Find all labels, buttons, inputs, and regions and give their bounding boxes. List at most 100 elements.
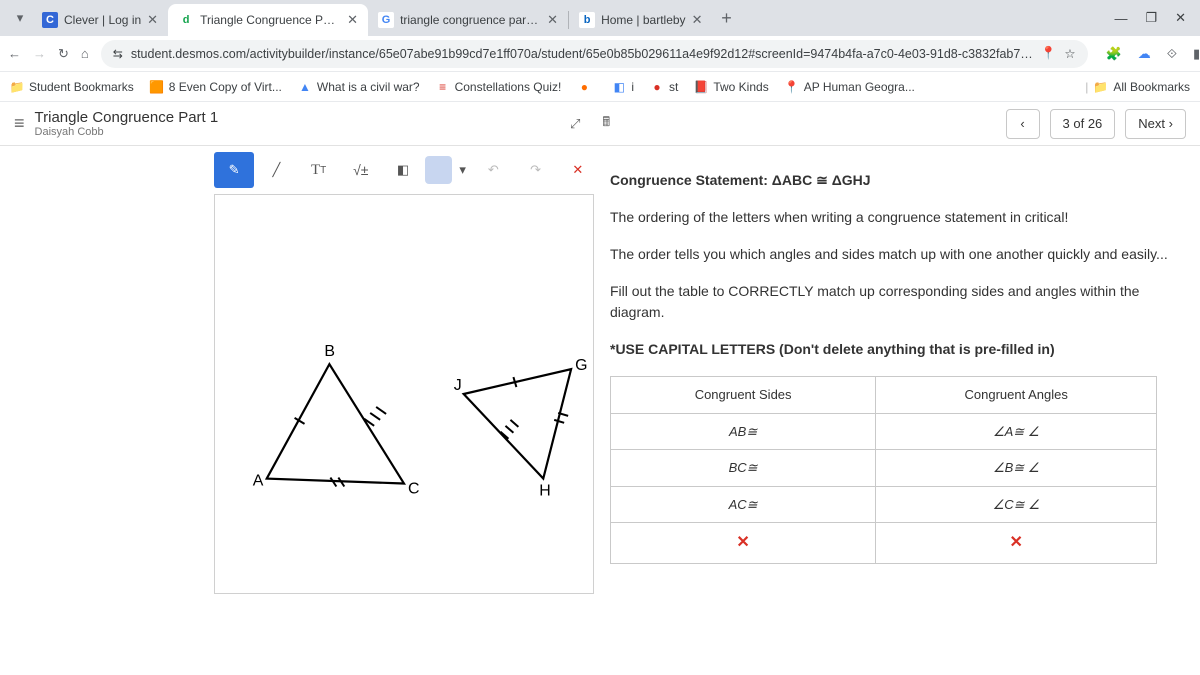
favicon: C — [42, 12, 58, 28]
color-dropdown[interactable]: ▾ — [454, 152, 471, 188]
all-bookmarks[interactable]: | 📁 All Bookmarks — [1085, 80, 1190, 94]
side-panel-icon[interactable]: ▮ — [1193, 46, 1200, 62]
vertex-label-j: J — [454, 377, 462, 394]
close-tab-icon[interactable]: ✕ — [347, 12, 358, 28]
window-controls: — ❐ ✕ — [1100, 0, 1200, 36]
vertex-label-g: G — [575, 357, 587, 374]
congruence-table: Congruent Sides Congruent Angles AB≅∠A≅ … — [610, 376, 1157, 564]
table-cell[interactable]: ∠A≅ ∠ — [876, 413, 1157, 450]
browser-tab[interactable]: Gtriangle congruence part 1 ans✕ — [368, 4, 568, 36]
tab-list-caret[interactable]: ▾ — [8, 0, 32, 36]
vertex-label-b: B — [324, 343, 335, 360]
url-input[interactable]: ⇆ student.desmos.com/activitybuilder/ins… — [101, 40, 1088, 68]
bookmark-icon: ◧ — [612, 80, 626, 94]
bookmarks-bar: 📁 Student Bookmarks 🟧8 Even Copy of Virt… — [0, 72, 1200, 102]
bookmark-icon: ● — [577, 80, 591, 94]
prev-button[interactable]: ‹ — [1006, 109, 1040, 139]
instruction-text: The ordering of the letters when writing… — [610, 207, 1180, 228]
menu-icon[interactable]: ≡ — [14, 113, 25, 134]
bookmark-icon: ≡ — [436, 80, 450, 94]
forward-icon[interactable]: → — [33, 46, 46, 61]
browser-tab[interactable]: bHome | bartleby✕ — [569, 4, 712, 36]
location-icon[interactable]: 📍 — [1041, 46, 1057, 61]
vertex-label-a: A — [253, 473, 264, 490]
site-settings-icon[interactable]: ⇆ — [113, 47, 123, 61]
table-cell[interactable]: AC≅ — [611, 486, 876, 523]
bookmark-item[interactable]: 📕Two Kinds — [694, 80, 768, 94]
math-tool[interactable]: √± — [341, 152, 381, 188]
back-icon[interactable]: ← — [8, 46, 21, 61]
instruction-text: Fill out the table to CORRECTLY match up… — [610, 281, 1180, 323]
instructions-panel: Congruence Statement: ΔABC ≅ ΔGHJ The or… — [600, 146, 1200, 675]
bookmark-item[interactable]: 📍AP Human Geogra... — [785, 80, 915, 94]
x-icon: ✕ — [1010, 534, 1023, 551]
table-header: Congruent Sides — [611, 377, 876, 414]
bookmark-icon: 📍 — [785, 80, 799, 94]
bookmark-item[interactable]: ≡Constellations Quiz! — [436, 80, 562, 94]
bookmark-icon: ● — [650, 80, 664, 94]
bookmark-icon: 📕 — [694, 80, 708, 94]
x-icon: ✕ — [736, 534, 749, 551]
close-tab-icon[interactable]: ✕ — [147, 12, 158, 28]
vertex-label-h: H — [539, 482, 551, 499]
url-text: student.desmos.com/activitybuilder/insta… — [131, 47, 1033, 61]
next-button[interactable]: Next › — [1125, 109, 1186, 139]
bookmark-icon: ▲ — [298, 80, 312, 94]
extension-icon[interactable]: 🧩 — [1106, 46, 1122, 62]
line-tool[interactable]: ╱ — [256, 152, 296, 188]
address-bar: ← → ↻ ⌂ ⇆ student.desmos.com/activitybui… — [0, 36, 1200, 72]
extension-icon-2[interactable]: ☁ — [1138, 46, 1151, 62]
calculator-icon[interactable]: 🖩 — [602, 113, 610, 135]
extensions-menu-icon[interactable]: ⟐ — [1167, 46, 1177, 62]
table-cell[interactable]: ∠B≅ ∠ — [876, 450, 1157, 487]
close-tab-icon[interactable]: ✕ — [692, 12, 703, 28]
table-header: Congruent Angles — [876, 377, 1157, 414]
bookmark-item[interactable]: ▲What is a civil war? — [298, 80, 420, 94]
table-cell[interactable]: BC≅ — [611, 450, 876, 487]
table-status-cell: ✕ — [876, 523, 1157, 564]
bookmark-item[interactable]: 🟧8 Even Copy of Virt... — [150, 80, 282, 94]
new-tab-button[interactable]: + — [712, 4, 740, 32]
activity-title: Triangle Congruence Part 1 — [35, 109, 219, 126]
minimize-icon[interactable]: — — [1114, 11, 1127, 26]
close-tab-icon[interactable]: ✕ — [547, 12, 558, 28]
vertex-label-c: C — [408, 480, 420, 497]
home-icon[interactable]: ⌂ — [81, 46, 89, 61]
tab-title: Clever | Log in — [64, 13, 141, 27]
bookmark-item[interactable]: ● — [577, 80, 596, 94]
tab-title: Triangle Congruence Part 1 — [200, 13, 341, 27]
restore-icon[interactable]: ❐ — [1145, 10, 1157, 26]
clear-tool[interactable]: ✕ — [558, 152, 598, 188]
text-tool[interactable]: TT — [298, 152, 338, 188]
close-window-icon[interactable]: ✕ — [1175, 10, 1186, 26]
bookmark-icon: 🟧 — [150, 80, 164, 94]
table-cell[interactable]: AB≅ — [611, 413, 876, 450]
eraser-tool[interactable]: ◧ — [383, 152, 423, 188]
table-status-cell: ✕ — [611, 523, 876, 564]
color-tool[interactable] — [425, 156, 452, 184]
browser-tab[interactable]: C Clever | Log in ✕ — [32, 4, 168, 36]
pen-tool[interactable]: ✎ — [214, 152, 254, 188]
instruction-text: The order tells you which angles and sid… — [610, 244, 1180, 265]
activity-content: ✎ ╱ TT √± ◧ ▾ ↶ ↷ ✕ — [0, 146, 1200, 675]
redo-tool[interactable]: ↷ — [515, 152, 555, 188]
undo-tool[interactable]: ↶ — [473, 152, 513, 188]
sketch-canvas[interactable]: A B C J G H — [214, 194, 594, 594]
bookmark-item[interactable]: ◧i — [612, 80, 634, 94]
browser-tab[interactable]: d Triangle Congruence Part 1 ✕ — [168, 4, 368, 36]
favicon: d — [178, 12, 194, 28]
activity-header: ≡ Triangle Congruence Part 1 Daisyah Cob… — [0, 102, 1200, 146]
bookmark-star-icon[interactable]: ☆ — [1064, 46, 1075, 61]
expand-icon[interactable]: ⤢ — [570, 116, 580, 132]
instruction-emphasis: *USE CAPITAL LETTERS (Don't delete anyth… — [610, 339, 1180, 360]
tab-title: triangle congruence part 1 ans — [400, 13, 541, 27]
table-cell[interactable]: ∠C≅ ∠ — [876, 486, 1157, 523]
browser-tab-strip: ▾ C Clever | Log in ✕ d Triangle Congruence … — [0, 0, 1200, 36]
tab-title: Home | bartleby — [601, 13, 686, 27]
slide-counter[interactable]: 3 of 26 — [1050, 109, 1116, 139]
reload-icon[interactable]: ↻ — [58, 46, 69, 62]
student-name: Daisyah Cobb — [35, 126, 219, 138]
student-bookmarks-folder[interactable]: 📁 Student Bookmarks — [10, 80, 134, 94]
bookmark-item[interactable]: ●st — [650, 80, 678, 94]
chevron-right-icon: › — [1169, 116, 1173, 131]
